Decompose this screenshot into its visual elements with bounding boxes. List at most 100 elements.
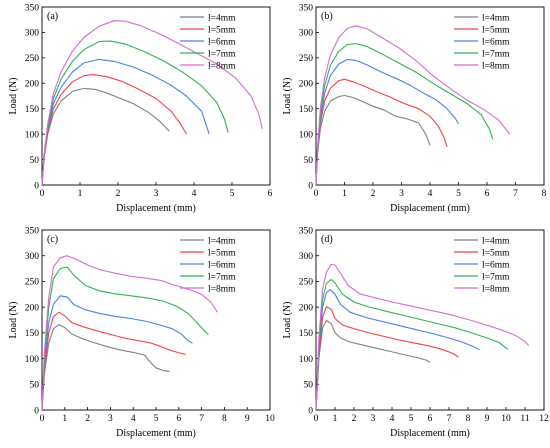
series-line-l=8mm: [41, 20, 263, 186]
legend-label: l=7mm: [208, 272, 236, 282]
x-axis-label: Displacement (mm): [390, 428, 470, 439]
legend-label: l=7mm: [482, 49, 510, 59]
x-tick-label: 3: [371, 414, 376, 424]
x-tick-label: 6: [176, 414, 181, 424]
x-axis-label: Displacement (mm): [116, 203, 196, 214]
legend-label: l=5mm: [482, 25, 510, 35]
y-tick-label: 250: [299, 278, 314, 288]
y-tick-label: 150: [25, 329, 40, 339]
y-tick-label: 0: [308, 181, 313, 191]
chart-panel-1: 0 1 2 3 4 5 6 0 50 100 150 200 250 300 350 Displacement…: [8, 3, 273, 214]
panel-label: (d): [321, 234, 333, 245]
x-tick-label: 4: [428, 189, 433, 199]
plot-frame: [41, 6, 271, 186]
x-tick-label: 4: [192, 189, 197, 199]
y-axis-label: Load (N): [8, 302, 19, 339]
series-line-l=6mm: [41, 58, 210, 186]
y-tick-label: 100: [25, 355, 40, 365]
legend-label: l=8mm: [208, 284, 236, 294]
x-tick-label: 0: [314, 189, 319, 199]
chart-panel-2: 0 1 2 3 4 5 6 7 8 0 50 100 150 200 250 300 350 Displaceme…: [282, 3, 547, 214]
y-tick-label: 200: [25, 80, 40, 90]
series-line-l=5mm: [41, 311, 186, 411]
x-tick-label: 4: [131, 414, 136, 424]
y-tick-label: 50: [304, 381, 314, 391]
x-tick-label: 5: [230, 189, 235, 199]
legend-label: l=8mm: [208, 61, 236, 71]
y-tick-label: 0: [34, 406, 39, 416]
panel-label: (c): [47, 234, 58, 245]
y-tick-label: 50: [30, 156, 40, 166]
x-tick-label: 3: [154, 189, 159, 199]
x-tick-label: 10: [501, 414, 511, 424]
y-tick-label: 350: [299, 226, 314, 236]
x-tick-label: 8: [542, 189, 547, 199]
series-line-l=8mm: [315, 25, 511, 186]
x-axis-label: Displacement (mm): [390, 203, 470, 214]
panel-label: (a): [47, 11, 58, 22]
x-tick-label: 2: [85, 414, 90, 424]
legend-label: l=5mm: [208, 25, 236, 35]
x-tick-label: 0: [40, 414, 45, 424]
y-tick-label: 250: [25, 278, 40, 288]
series-line-l=7mm: [41, 266, 209, 411]
x-tick-label: 6: [485, 189, 490, 199]
panel-label: (b): [321, 11, 333, 22]
series-line-l=4mm: [315, 94, 431, 186]
y-tick-label: 300: [25, 29, 40, 39]
x-tick-label: 6: [428, 414, 433, 424]
legend-label: l=7mm: [208, 49, 236, 59]
legend-label: l=5mm: [208, 248, 236, 258]
x-tick-label: 6: [268, 189, 273, 199]
series-line-l=4mm: [41, 324, 170, 411]
chart-panel-4: 0 1 2 3 4 5 6 7 8 9 10 11 12050100150200250300350Dis…: [282, 226, 549, 439]
y-tick-label: 350: [299, 3, 314, 13]
y-tick-label: 150: [25, 105, 40, 115]
y-tick-label: 100: [299, 130, 314, 140]
x-tick-label: 1: [78, 189, 83, 199]
legend-label: l=8mm: [482, 61, 510, 71]
legend-label: l=7mm: [482, 272, 510, 282]
legend-label: l=6mm: [482, 260, 510, 270]
y-tick-label: 300: [25, 252, 40, 262]
y-tick-label: 150: [299, 329, 314, 339]
series-line-l=8mm: [315, 263, 530, 411]
x-tick-label: 5: [409, 414, 414, 424]
series-line-l=6mm: [315, 289, 480, 411]
y-tick-label: 250: [25, 54, 40, 64]
series-line-l=5mm: [315, 306, 459, 411]
x-tick-label: 0: [40, 189, 45, 199]
y-tick-label: 200: [299, 80, 314, 90]
legend-label: l=6mm: [208, 260, 236, 270]
y-tick-label: 50: [304, 156, 314, 166]
x-tick-label: 1: [342, 189, 347, 199]
series-line-l=7mm: [41, 40, 229, 186]
x-tick-label: 7: [447, 414, 452, 424]
series-line-l=4mm: [41, 87, 170, 186]
y-tick-label: 350: [25, 226, 40, 236]
series-line-l=7mm: [315, 278, 509, 411]
plot-frame: [315, 229, 545, 411]
y-tick-label: 300: [299, 252, 314, 262]
x-tick-label: 2: [352, 414, 357, 424]
chart-panel-3: 0 1 2 3 4 5 6 7 8 9 10050100150200250300350Displac…: [8, 226, 275, 439]
legend-label: l=4mm: [208, 13, 236, 23]
x-tick-label: 3: [108, 414, 113, 424]
plot-frame: [41, 229, 271, 411]
y-axis-label: Load (N): [8, 78, 19, 115]
y-tick-label: 100: [299, 355, 314, 365]
legend-label: l=4mm: [482, 236, 510, 246]
legend-label: l=4mm: [208, 236, 236, 246]
legend-label: l=6mm: [482, 37, 510, 47]
x-tick-label: 8: [466, 414, 471, 424]
y-tick-label: 50: [30, 381, 40, 391]
y-axis-label: Load (N): [282, 302, 293, 339]
y-tick-label: 100: [25, 130, 40, 140]
x-tick-label: 4: [390, 414, 395, 424]
legend-label: l=4mm: [482, 13, 510, 23]
y-tick-label: 0: [34, 181, 39, 191]
x-tick-label: 12: [539, 414, 549, 424]
series-line-l=6mm: [315, 58, 459, 186]
y-tick-label: 250: [299, 54, 314, 64]
